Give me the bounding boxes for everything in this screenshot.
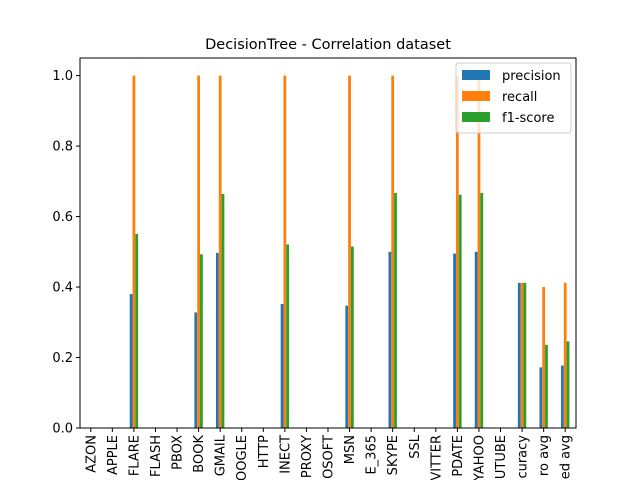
x-tick-label: FLASH	[149, 435, 164, 477]
x-tick-label: ro avg	[537, 435, 552, 476]
bar-precision-20	[517, 282, 521, 428]
bar-precision-5	[194, 312, 198, 428]
x-tick-label: SKYPE	[386, 435, 401, 475]
x-tick-label: PROXY	[300, 435, 315, 478]
x-tick-label: PBOX	[171, 435, 186, 470]
legend-label-precision: precision	[502, 69, 561, 84]
x-tick-label: FLARE	[127, 435, 142, 476]
x-tick-label: curacy	[516, 435, 531, 479]
y-tick-label: 0.0	[52, 422, 73, 437]
bar-recall-9	[283, 75, 287, 428]
bar-f1-score-22	[566, 341, 570, 428]
x-axis: AZON APPLE FLARE FLASH PBOX BOOK GMAIL OOGLE HTT…	[84, 428, 574, 480]
bar-precision-9	[280, 303, 284, 428]
plot-frame	[79, 57, 577, 429]
bar-f1-score-12	[350, 246, 354, 428]
bar-precision-2	[129, 294, 133, 428]
bar-precision-18	[474, 251, 478, 428]
legend-label-recall: recall	[502, 90, 537, 105]
bar-precision-22	[561, 365, 564, 428]
bar-recall-5	[197, 75, 201, 428]
y-tick-label: 0.6	[52, 210, 73, 225]
x-tick-label: HTTP	[257, 435, 272, 468]
bar-precision-21	[539, 367, 543, 428]
x-tick-label: OSOFT	[322, 435, 337, 479]
y-axis: 0.0 0.2 0.4 0.6 0.8 1.0	[52, 69, 80, 437]
x-tick-label: OOGLE	[235, 435, 250, 480]
x-tick-label: MSN	[343, 435, 358, 464]
y-tick-label: 0.2	[52, 351, 73, 366]
y-tick-label: 1.0	[52, 69, 73, 84]
x-tick-label: BOOK	[192, 435, 207, 473]
bar-precision-6	[215, 252, 219, 428]
x-tick-label: VITTER	[429, 435, 444, 480]
y-tick-label: 0.4	[52, 281, 73, 296]
x-tick-label: UTUBE	[494, 435, 509, 479]
bar-f1-score-5	[200, 254, 203, 428]
bar-recall-2	[132, 75, 136, 428]
bar-f1-score-6	[221, 194, 225, 428]
bar-f1-score-20	[523, 282, 527, 428]
legend-swatch-precision	[462, 70, 490, 80]
bar-precision-14	[388, 251, 392, 428]
bar-f1-score-9	[286, 244, 290, 428]
legend-swatch-recall	[462, 91, 490, 101]
bar-recall-18	[477, 75, 481, 428]
bar-recall-14	[391, 75, 395, 428]
x-tick-label: YAHOO	[472, 435, 487, 480]
bar-recall-12	[348, 75, 351, 428]
bar-recall-20	[520, 282, 524, 428]
bar-precision-17	[453, 253, 456, 428]
bar-f1-score-2	[135, 233, 139, 428]
x-tick-label: INECT	[278, 435, 293, 474]
bar-f1-score-17	[458, 194, 462, 428]
x-tick-label: E_365	[365, 435, 380, 475]
x-tick-label: PDATE	[451, 435, 466, 477]
plot-bars	[129, 75, 570, 428]
legend-swatch-f1-score	[462, 112, 490, 122]
chart-title: DecisionTree - Correlation dataset	[205, 37, 451, 53]
x-tick-label: APPLE	[106, 435, 121, 475]
legend-label-f1-score: f1-score	[502, 111, 554, 126]
bar-f1-score-21	[545, 344, 548, 428]
bar-f1-score-14	[394, 192, 397, 428]
bar-precision-12	[345, 305, 349, 428]
legend: precision recall f1-score	[455, 62, 572, 134]
bar-recall-6	[218, 75, 222, 428]
bar-recall-22	[563, 282, 567, 428]
y-tick-label: 0.8	[52, 140, 73, 155]
x-tick-label: SSL	[408, 434, 423, 459]
x-tick-label: GMAIL	[214, 434, 229, 476]
x-tick-label: ed avg	[559, 435, 574, 479]
bar-recall-21	[542, 287, 546, 428]
bar-recall-17	[455, 75, 459, 428]
bar-f1-score-18	[480, 192, 484, 428]
x-tick-label: AZON	[84, 435, 99, 473]
